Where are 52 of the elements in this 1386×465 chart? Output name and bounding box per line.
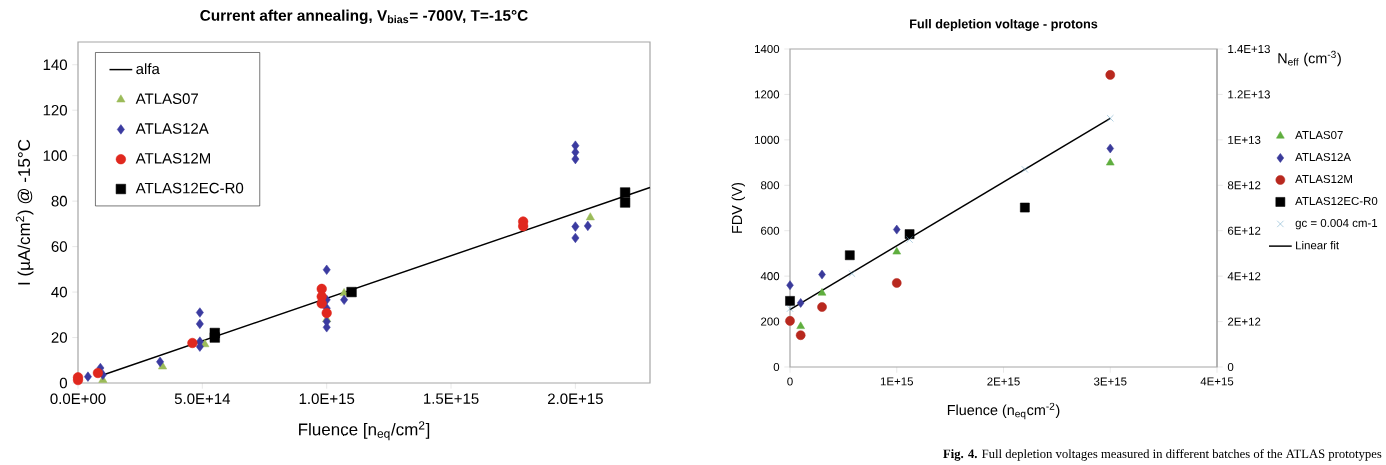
x-tick-label: 2E+15 (987, 377, 1020, 386)
x-axis-title: Fluence [n$_{eq}$/cm$^{2}$] (299, 421, 430, 441)
y-tick-label: 1200 (754, 90, 780, 99)
legend-label: ATLAS12A (135, 123, 209, 134)
legend-label: ATLAS12M (1295, 174, 1352, 184)
y-tick-label: 200 (761, 317, 780, 326)
y-tick-label: 400 (760, 272, 780, 281)
legend-label: ATLAS07 (135, 93, 198, 104)
y2-tick-label: 1E+13 (1228, 135, 1261, 144)
x-tick-label: 2.0E+15 (547, 393, 603, 405)
y-tick-label: 40 (51, 286, 68, 298)
legend-label: Linear fit (1296, 240, 1339, 250)
y-tick-label: 1000 (754, 135, 780, 144)
chart-title: Full depletion voltage - protons (910, 19, 1098, 31)
y-axis-title: FDV (V) (731, 182, 745, 233)
legend-label: ATLAS07 (1295, 130, 1343, 140)
x-tick-label: 4E+15 (1200, 377, 1234, 386)
y-tick-label: 120 (43, 104, 68, 116)
y-axis-title: I (µA/cm$^{2}$) @ -15°C (15, 139, 34, 285)
y2-tick-label: 8E+12 (1227, 181, 1261, 190)
y-tick-label: 600 (761, 226, 780, 235)
y-tick-label: 80 (51, 195, 68, 207)
y-tick-label: 140 (43, 59, 68, 71)
x-tick-label: 3E+15 (1093, 377, 1127, 386)
y-tick-label: 20 (51, 332, 68, 343)
x-tick-label: 1.5E+15 (424, 393, 479, 404)
legend-label: ATLAS12EC-R0 (1295, 196, 1378, 206)
legend-label: alfa (136, 63, 160, 75)
legend-label: ATLAS12A (1295, 152, 1351, 162)
x-tick-label: 0 (787, 377, 793, 386)
y2-axis-title: N$_{eff}$ (cm$^{-3}$) (1278, 50, 1341, 67)
chart-title: Current after annealing, V$_{bias}$= -700V, T=-15°C (200, 9, 528, 24)
y2-tick-label: 0 (1227, 362, 1234, 372)
legend-label: ATLAS12M (135, 152, 210, 164)
text: Fig. 4. Full depletion voltages measured in different batches of the ATLAS prototypes (943, 449, 1382, 461)
y-tick-label: 100 (43, 150, 68, 161)
y-tick-label: 800 (760, 181, 780, 190)
legend-label: ATLAS12EC-R0 (135, 182, 244, 194)
y2-tick-label: 6E+12 (1227, 226, 1261, 235)
y2-tick-label: 2E+12 (1227, 317, 1261, 326)
x-tick-label: 1E+15 (880, 377, 914, 386)
x-axis-title: Fluence (n$_{eq}$cm$^{-2}$) (947, 402, 1060, 420)
y2-tick-label: 4E+12 (1227, 272, 1261, 281)
x-tick-label: 1.0E+15 (299, 393, 355, 405)
y2-tick-label: 1.4E+13 (1228, 44, 1270, 54)
y-tick-label: 1400 (754, 44, 780, 54)
x-tick-label: 5.0E+14 (174, 393, 231, 405)
y-tick-label: 60 (51, 241, 68, 252)
y-tick-label: 0 (773, 362, 780, 372)
legend-label: gc = 0.004 cm-1 (1295, 218, 1378, 230)
y2-tick-label: 1.2E+13 (1228, 90, 1270, 99)
x-tick-label: 0.0E+00 (50, 393, 106, 405)
